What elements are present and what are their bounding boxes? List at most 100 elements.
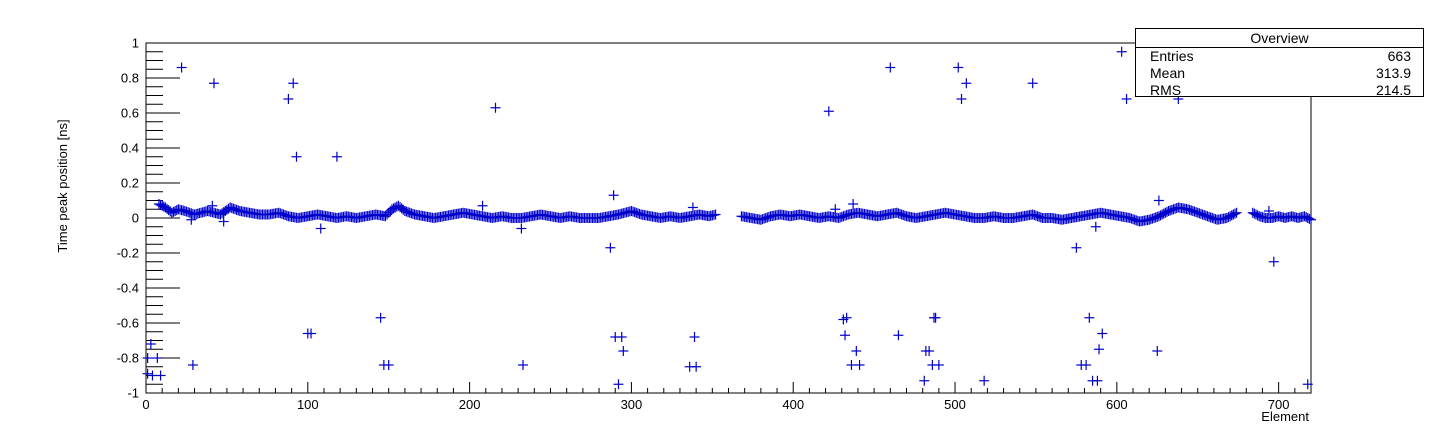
data-point	[830, 204, 841, 215]
x-tick-label: 400	[782, 397, 804, 412]
data-point	[933, 360, 944, 370]
data-point	[383, 360, 394, 370]
data-point	[1084, 312, 1095, 323]
data-point	[1092, 375, 1103, 386]
data-point	[518, 360, 529, 370]
x-tick-label: 700	[1268, 397, 1290, 412]
x-tick-label: 300	[621, 397, 643, 412]
data-point	[616, 332, 627, 342]
data-point	[710, 209, 721, 220]
stats-value: 214.5	[1375, 82, 1411, 98]
data-point	[854, 360, 865, 370]
data-point	[1094, 344, 1105, 355]
data-point	[823, 106, 834, 117]
data-point	[1263, 206, 1274, 216]
data-point	[893, 330, 904, 341]
data-point	[956, 94, 967, 104]
data-point	[851, 346, 862, 356]
data-point	[152, 353, 163, 363]
data-point	[477, 200, 488, 211]
data-point	[1268, 256, 1279, 267]
y-tick-label: -0.8	[117, 351, 139, 366]
data-point	[885, 62, 896, 73]
data-point	[142, 368, 153, 379]
data-point	[1116, 46, 1127, 57]
data-point	[919, 375, 930, 386]
x-axis: 0 100 200 300 400 500 600 700	[142, 382, 1312, 412]
data-point	[218, 216, 229, 227]
data-point	[155, 370, 166, 381]
data-point	[490, 102, 501, 113]
data-point	[1304, 213, 1315, 224]
x-tick-label: 0	[142, 397, 149, 412]
data-point	[840, 330, 850, 341]
y-tick-label: 0.8	[121, 71, 139, 86]
data-point	[618, 346, 629, 356]
data-point	[1231, 207, 1242, 218]
x-tick-label: 600	[1106, 397, 1128, 412]
data-point	[1302, 379, 1313, 390]
stats-row-mean: Mean 313.9	[1136, 65, 1423, 82]
data-point	[613, 379, 624, 390]
x-tick-label: 200	[459, 397, 481, 412]
x-tick-label: 100	[297, 397, 319, 412]
stats-row-rms: RMS 214.5	[1136, 82, 1423, 99]
data-point	[1153, 195, 1164, 206]
data-markers	[142, 46, 1316, 390]
stats-label: Mean	[1150, 65, 1186, 81]
data-point	[687, 202, 698, 213]
y-tick-label: 0.4	[121, 141, 139, 156]
data-point	[1081, 360, 1092, 370]
y-tick-label: -0.4	[117, 281, 139, 296]
data-point	[142, 353, 153, 363]
data-point	[145, 339, 156, 349]
data-point	[1152, 346, 1163, 356]
data-point	[1071, 242, 1082, 253]
data-point	[288, 78, 299, 89]
data-point	[608, 190, 619, 201]
x-axis-title: Element	[1261, 409, 1309, 424]
data-point	[1229, 208, 1240, 219]
data-point	[207, 200, 218, 211]
stats-row-entries: Entries 663	[1136, 48, 1423, 65]
y-tick-label: -0.2	[117, 246, 139, 261]
data-point	[331, 151, 342, 162]
stats-label: Entries	[1150, 48, 1194, 64]
data-point	[375, 312, 386, 323]
data-point	[924, 346, 935, 356]
y-tick-label: 0.6	[121, 106, 139, 121]
data-point	[306, 328, 317, 339]
data-point	[1306, 214, 1316, 225]
y-tick-label: -0.6	[117, 316, 139, 331]
data-point	[691, 361, 702, 372]
data-point	[930, 312, 941, 323]
data-point	[315, 223, 326, 234]
stats-value: 663	[1387, 48, 1411, 64]
data-point	[1090, 221, 1101, 232]
y-tick-label: 1	[132, 36, 139, 51]
y-tick-label: -1	[127, 386, 139, 401]
stats-box: Overview Entries 663 Mean 313.9 RMS 214.…	[1135, 28, 1424, 99]
stats-value: 313.9	[1375, 65, 1411, 81]
y-tick-label: 0.2	[121, 176, 139, 191]
data-point	[953, 62, 964, 73]
data-point	[1097, 328, 1108, 339]
data-point	[516, 223, 527, 234]
data-point	[176, 62, 187, 73]
data-point	[186, 214, 197, 225]
data-point	[961, 78, 972, 89]
data-point	[187, 360, 198, 370]
data-point	[208, 78, 219, 89]
data-point	[291, 151, 302, 162]
data-point	[848, 199, 859, 209]
data-point	[605, 242, 616, 253]
x-tick-label: 500	[944, 397, 966, 412]
data-point	[979, 375, 990, 386]
data-point	[283, 94, 294, 104]
stats-box-title: Overview	[1136, 29, 1423, 48]
data-point	[1121, 94, 1132, 104]
y-tick-label: 0	[132, 211, 139, 226]
data-point	[841, 312, 852, 323]
y-axis: -1 -0.8 -0.6 -0.4 -0.2 0 0.2 0.4 0.6 0.8 1	[117, 36, 180, 401]
